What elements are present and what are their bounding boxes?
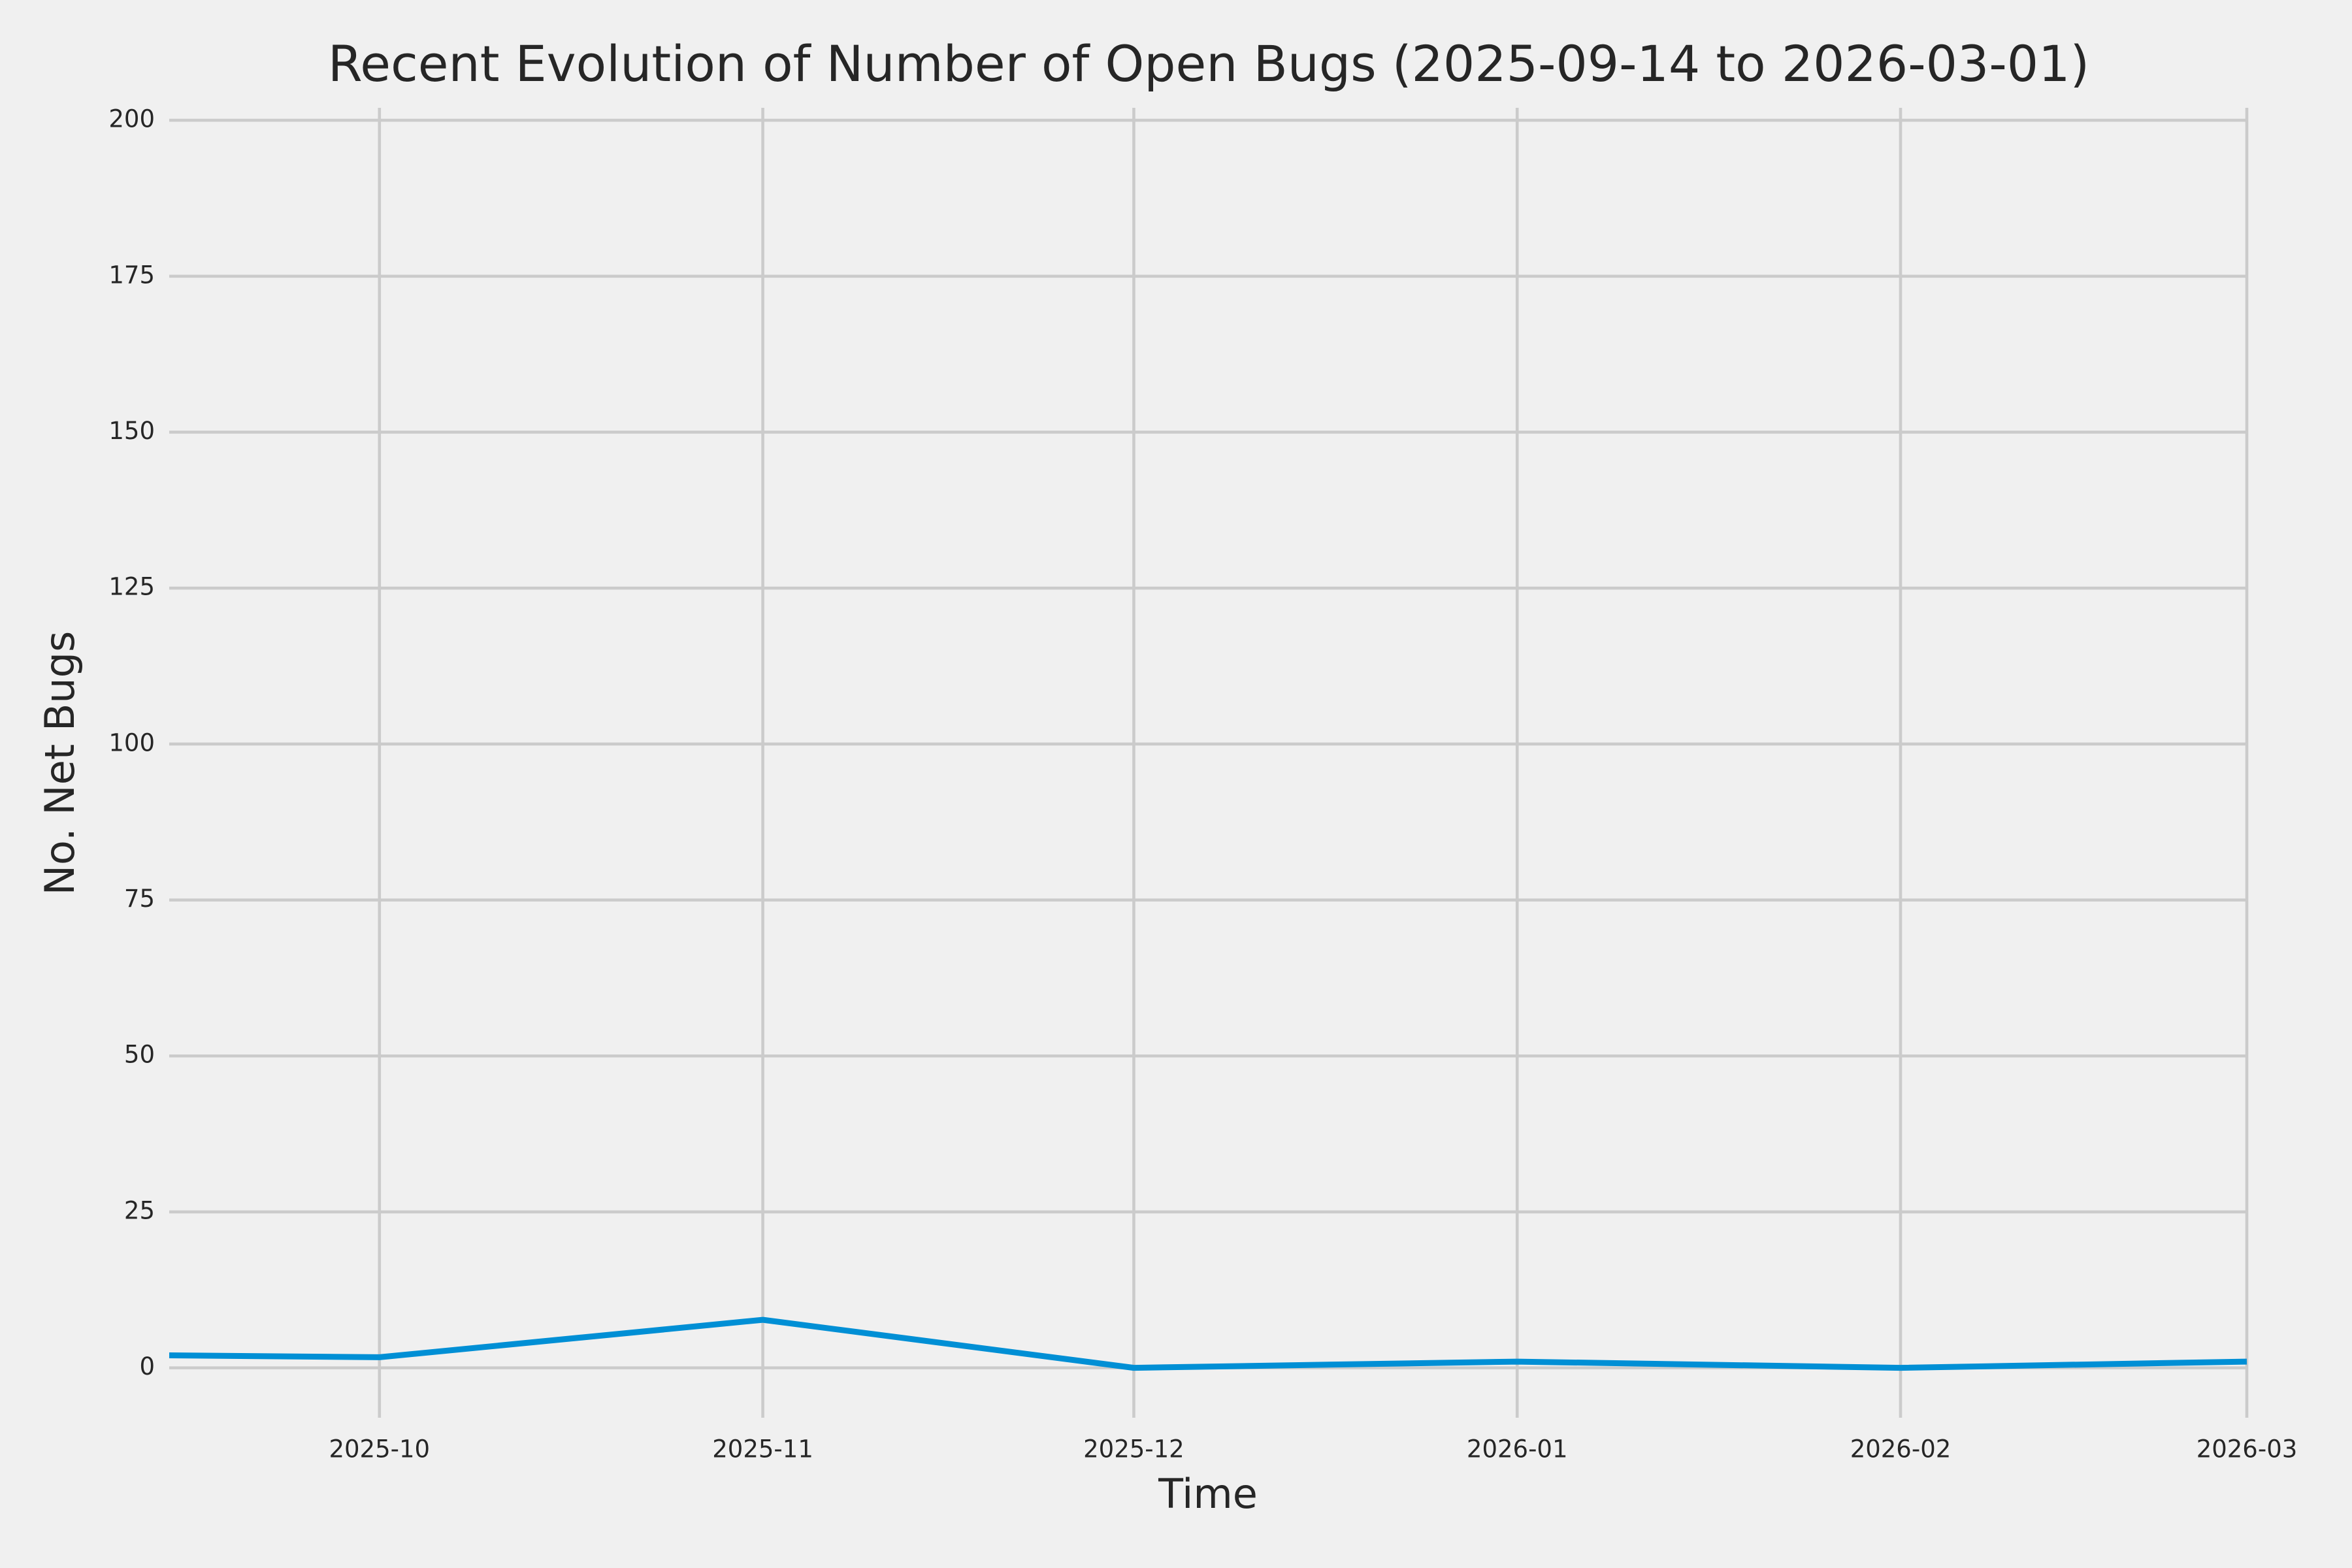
y-tick-label: 200 <box>108 105 155 133</box>
y-tick-label: 125 <box>108 573 155 601</box>
x-tick-label: 2026-02 <box>1850 1435 1952 1463</box>
x-tick-label: 2026-01 <box>1467 1435 1568 1463</box>
x-tick-label: 2025-11 <box>712 1435 813 1463</box>
x-tick-label: 2025-10 <box>329 1435 430 1463</box>
y-tick-label: 50 <box>124 1041 155 1069</box>
y-axis-label: No. Net Bugs <box>36 631 84 896</box>
data-line <box>169 1316 2247 1371</box>
x-tick-label: 2025-12 <box>1083 1435 1184 1463</box>
y-tick-label: 100 <box>108 728 155 757</box>
y-tick-label: 0 <box>139 1352 155 1380</box>
chart-title: Recent Evolution of Number of Open Bugs … <box>328 35 2089 93</box>
y-tick-label: 175 <box>108 261 155 289</box>
y-tick-label: 150 <box>108 417 155 445</box>
x-tick-label: 2026-03 <box>2197 1435 2298 1463</box>
y-tick-label: 25 <box>124 1196 155 1224</box>
y-tick-label: 75 <box>124 885 155 913</box>
x-axis-label: Time <box>1158 1470 1258 1518</box>
